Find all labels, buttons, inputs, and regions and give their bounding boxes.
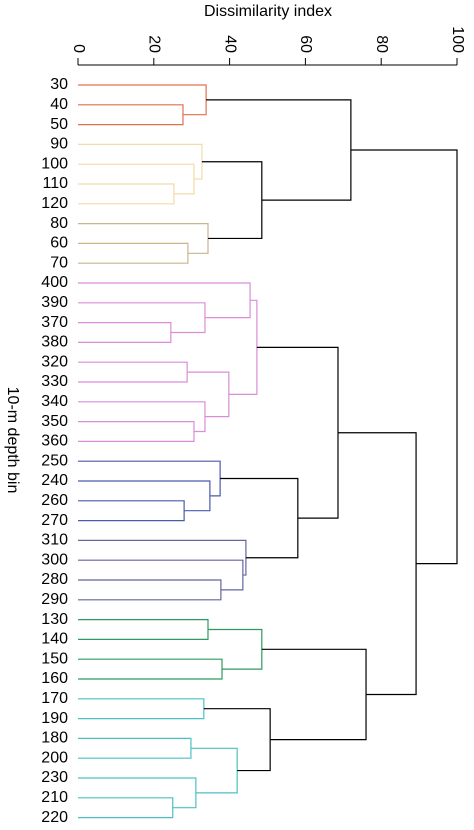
- leaf-label: 140: [41, 631, 68, 648]
- leaf-label: 400: [41, 274, 68, 291]
- leaf-label: 40: [50, 96, 68, 113]
- link: [78, 143, 203, 180]
- link: [228, 299, 258, 395]
- link: [78, 361, 188, 383]
- link: [337, 432, 417, 696]
- leaf-label: 80: [50, 215, 68, 232]
- leaf-label: 30: [50, 76, 68, 93]
- link: [78, 539, 247, 576]
- link: [78, 84, 207, 116]
- link: [350, 149, 458, 565]
- leaf-label: 290: [41, 591, 68, 608]
- link: [78, 658, 223, 680]
- leaf-label: 330: [41, 373, 68, 390]
- link: [190, 747, 238, 794]
- leaf-label: 390: [41, 294, 68, 311]
- leaf-label: 170: [41, 690, 68, 707]
- leaf-label: 260: [41, 492, 68, 509]
- x-tick-label: 40: [221, 35, 238, 53]
- link: [78, 559, 244, 591]
- link: [78, 104, 184, 126]
- leaf-label: 120: [41, 195, 68, 212]
- leaf-label: 60: [50, 235, 68, 252]
- leaf-label: 50: [50, 116, 68, 133]
- x-tick-label: 20: [146, 35, 163, 53]
- link: [78, 619, 209, 640]
- link: [206, 99, 352, 201]
- link: [78, 242, 189, 264]
- leaf-label: 310: [41, 532, 68, 549]
- link: [220, 477, 299, 559]
- leaf-label: 370: [41, 314, 68, 331]
- leaf-label: 250: [41, 452, 68, 469]
- leaf-label: 280: [41, 571, 68, 588]
- link: [78, 500, 185, 522]
- link: [78, 302, 206, 334]
- leaf-label: 200: [41, 749, 68, 766]
- link: [78, 163, 195, 195]
- leaf-label: 320: [41, 353, 68, 370]
- x-tick-label: 60: [297, 35, 314, 53]
- leaf-label: 360: [41, 433, 68, 450]
- leaf-label: 230: [41, 769, 68, 786]
- x-tick-label: 100: [449, 26, 466, 53]
- link: [261, 648, 367, 741]
- link: [187, 371, 230, 418]
- y-axis-label: 10-m depth bin: [4, 387, 21, 494]
- chart-title: Dissimilarity index: [204, 3, 332, 20]
- link: [78, 282, 251, 319]
- x-tick-label: 0: [70, 44, 87, 53]
- leaf-label: 90: [50, 136, 68, 153]
- leaf-label: 380: [41, 334, 68, 351]
- link: [78, 401, 206, 433]
- leaf-label: 70: [50, 254, 68, 271]
- leaf-label: 240: [41, 472, 68, 489]
- link: [78, 698, 205, 720]
- link: [78, 460, 221, 497]
- leaf-label: 350: [41, 413, 68, 430]
- leaf-label: 300: [41, 551, 68, 568]
- link: [78, 480, 211, 512]
- leaf-label: 210: [41, 789, 68, 806]
- link: [78, 797, 174, 819]
- leaf-label: 150: [41, 650, 68, 667]
- link: [78, 579, 222, 601]
- link: [78, 183, 175, 205]
- link: [78, 322, 172, 343]
- leaf-label: 160: [41, 670, 68, 687]
- x-tick-label: 80: [373, 35, 390, 53]
- link: [201, 161, 263, 240]
- link: [78, 421, 195, 442]
- leaf-label: 180: [41, 730, 68, 747]
- leaf-label: 110: [42, 175, 68, 192]
- leaf-label: 130: [41, 611, 68, 628]
- link: [78, 737, 192, 759]
- leaf-label: 190: [41, 710, 68, 727]
- leaf-label: 270: [41, 512, 68, 529]
- leaf-label: 220: [41, 809, 68, 825]
- leaf-label: 100: [41, 155, 68, 172]
- link: [78, 777, 197, 809]
- leaf-label: 340: [41, 393, 68, 410]
- link: [207, 628, 263, 670]
